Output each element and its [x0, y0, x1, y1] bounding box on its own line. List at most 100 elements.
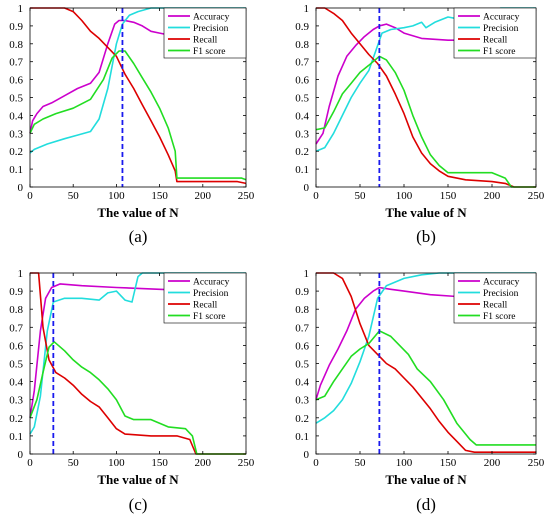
legend-label: F1 score — [193, 47, 225, 57]
x-tick-label: 150 — [151, 190, 168, 202]
series-line — [29, 50, 247, 181]
legend-label: Recall — [483, 301, 508, 311]
series-line — [316, 7, 536, 188]
x-tick-label: 150 — [440, 190, 457, 202]
chart-panel: 0 50 100 150 200 250 0 0.1 0.2 0.3 0.4 0.5 0.6 0.7 0.8… — [9, 3, 255, 246]
x-tick-label: 0 — [313, 457, 319, 469]
y-tick-label: 0 — [18, 449, 24, 461]
y-tick-label: 0 — [304, 182, 310, 194]
y-tick-label: 0.5 — [9, 93, 23, 105]
x-tick-label: 50 — [68, 457, 80, 469]
x-tick-label: 150 — [151, 457, 168, 469]
series-line — [315, 286, 537, 400]
y-tick-label: 0.8 — [295, 39, 309, 51]
chart-panel: 0 50 100 150 200 250 0 0.1 0.2 0.3 0.4 0.5 0.6 0.7 0.8… — [295, 268, 545, 514]
x-axis-label: The value of N — [385, 472, 467, 487]
panel-label: (c) — [129, 495, 148, 514]
y-tick-label: 1 — [18, 3, 24, 15]
x-tick-label: 200 — [195, 190, 212, 202]
y-tick-label: 0.8 — [9, 39, 23, 51]
x-tick-label: 150 — [440, 457, 457, 469]
x-tick-label: 100 — [396, 457, 413, 469]
legend-label: Recall — [193, 301, 218, 311]
y-tick-label: 1 — [18, 268, 24, 280]
legend-label: Precision — [193, 24, 229, 34]
legend-label: Precision — [193, 289, 229, 299]
legend-label: Recall — [483, 36, 508, 46]
chart-panel: 0 50 100 150 200 250 0 0.1 0.2 0.3 0.4 0.5 0.6 0.7 0.8… — [295, 3, 545, 246]
y-tick-label: 0.2 — [295, 413, 309, 425]
legend-label: F1 score — [483, 312, 515, 322]
y-tick-label: 0.5 — [295, 359, 309, 371]
panel-label: (b) — [416, 227, 436, 246]
legend-label: Precision — [483, 24, 519, 34]
y-tick-label: 0.3 — [9, 395, 23, 407]
legend-label: Precision — [483, 289, 519, 299]
series-line — [315, 272, 536, 424]
y-tick-label: 1 — [304, 3, 310, 15]
y-tick-label: 0.9 — [295, 286, 309, 298]
y-tick-label: 0.4 — [9, 377, 23, 389]
y-tick-label: 0.1 — [9, 164, 23, 176]
x-tick-label: 50 — [355, 457, 367, 469]
y-tick-label: 0.2 — [9, 146, 23, 158]
x-tick-label: 200 — [484, 457, 501, 469]
y-tick-label: 0.3 — [9, 128, 23, 140]
y-tick-label: 0.6 — [9, 75, 23, 87]
y-tick-label: 0 — [304, 449, 310, 461]
x-tick-label: 200 — [484, 190, 501, 202]
y-tick-label: 0.7 — [9, 57, 23, 69]
y-tick-label: 0.5 — [295, 93, 309, 105]
y-tick-label: 0.4 — [295, 377, 309, 389]
legend-label: Recall — [193, 36, 218, 46]
x-tick-label: 100 — [108, 190, 125, 202]
series-line — [30, 7, 247, 185]
y-tick-label: 0.3 — [295, 395, 309, 407]
x-tick-label: 100 — [108, 457, 125, 469]
panel-label: (a) — [129, 227, 148, 246]
series-line — [315, 330, 536, 446]
series-line — [316, 272, 536, 454]
y-tick-label: 0.8 — [295, 304, 309, 316]
y-tick-label: 1 — [304, 268, 310, 280]
x-tick-label: 250 — [238, 457, 255, 469]
series-line — [29, 340, 246, 455]
y-tick-label: 0.6 — [9, 340, 23, 352]
x-tick-label: 250 — [238, 190, 255, 202]
y-tick-label: 0.6 — [295, 340, 309, 352]
x-axis-label: The value of N — [97, 472, 179, 487]
x-tick-label: 250 — [528, 457, 545, 469]
chart-panel: 0 50 100 150 200 250 0 0.1 0.2 0.3 0.4 0.5 0.6 0.7 0.8… — [9, 268, 255, 514]
y-tick-label: 0.7 — [9, 322, 23, 334]
series-line — [315, 23, 536, 145]
x-tick-label: 0 — [313, 190, 319, 202]
legend-label: F1 score — [193, 312, 225, 322]
x-tick-label: 200 — [195, 457, 212, 469]
legend-label: Accuracy — [193, 13, 230, 23]
x-axis-label: The value of N — [385, 205, 467, 220]
y-tick-label: 0.8 — [9, 304, 23, 316]
x-axis-label: The value of N — [97, 205, 179, 220]
y-tick-label: 0.3 — [295, 128, 309, 140]
y-tick-label: 0.9 — [9, 21, 23, 33]
legend-label: Accuracy — [193, 278, 230, 288]
y-tick-label: 0.1 — [9, 431, 23, 443]
y-tick-label: 0.7 — [295, 57, 309, 69]
y-tick-label: 0.9 — [9, 286, 23, 298]
legend-label: Accuracy — [483, 13, 520, 23]
y-tick-label: 0.7 — [295, 322, 309, 334]
y-tick-label: 0.1 — [295, 431, 309, 443]
y-tick-label: 0.4 — [295, 110, 309, 122]
y-tick-label: 0.6 — [295, 75, 309, 87]
legend-label: F1 score — [483, 47, 515, 57]
series-line — [315, 55, 536, 188]
panel-label: (d) — [416, 495, 436, 514]
x-tick-label: 100 — [396, 190, 413, 202]
x-tick-label: 50 — [68, 190, 80, 202]
y-tick-label: 0.5 — [9, 359, 23, 371]
